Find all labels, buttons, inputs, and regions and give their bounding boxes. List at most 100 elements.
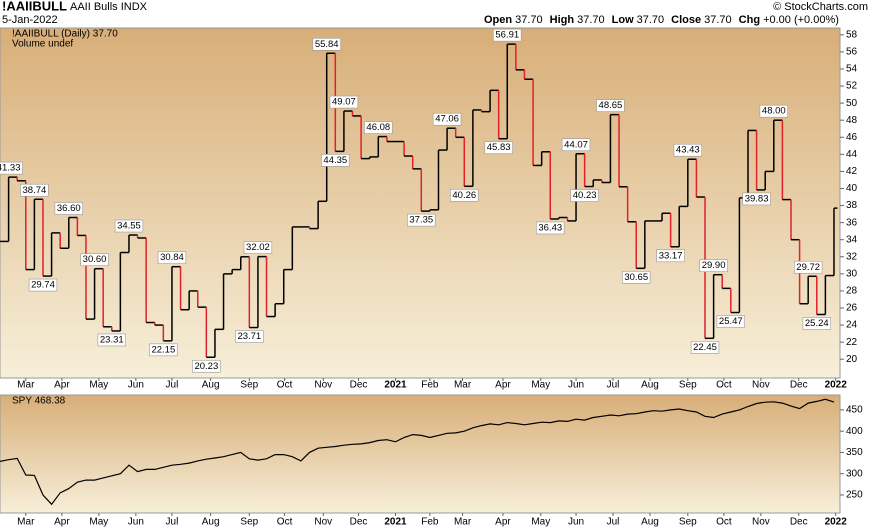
value-label-box bbox=[192, 359, 221, 373]
value-label: 39.83 bbox=[745, 193, 769, 204]
x-tick-label: Jun bbox=[568, 380, 584, 391]
value-label-box bbox=[802, 317, 831, 330]
value-label-box bbox=[157, 251, 187, 264]
x-tick-label: 2021 bbox=[384, 517, 407, 528]
quote-value: 37.70 bbox=[515, 14, 543, 26]
value-label: 46.08 bbox=[366, 122, 390, 133]
value-label: 44.35 bbox=[323, 155, 347, 166]
x-tick-label: Jul bbox=[166, 517, 179, 528]
x-tick-label: Jul bbox=[607, 517, 620, 528]
x-tick-label: Dec bbox=[350, 380, 368, 391]
y-tick-label: 250 bbox=[846, 490, 863, 501]
y-tick-label: 400 bbox=[846, 426, 863, 437]
value-label: 25.47 bbox=[719, 316, 743, 327]
x-tick-label: Jul bbox=[607, 380, 620, 391]
x-tick-label: Apr bbox=[54, 517, 70, 528]
x-tick-label: Oct bbox=[716, 517, 732, 528]
value-label-box bbox=[407, 213, 436, 227]
value-label: 44.07 bbox=[564, 139, 588, 150]
legend-entry: SPY 468.38 bbox=[12, 396, 66, 407]
x-tick-label: May bbox=[89, 380, 108, 391]
value-label: 36.43 bbox=[538, 222, 562, 233]
x-tick-label: Mar bbox=[17, 380, 35, 391]
value-label: 55.84 bbox=[315, 39, 339, 50]
value-label-box bbox=[759, 104, 788, 118]
x-tick-label: Jun bbox=[128, 380, 144, 391]
legend-entry: Volume undef bbox=[12, 39, 73, 50]
value-label-box bbox=[536, 221, 565, 235]
x-tick-label: Sep bbox=[679, 517, 697, 528]
x-tick-label: Jun bbox=[128, 517, 144, 528]
y-tick-label: 54 bbox=[846, 64, 858, 75]
x-tick-label: Nov bbox=[314, 517, 332, 528]
value-label: 30.60 bbox=[83, 254, 107, 265]
x-tick-label: Aug bbox=[641, 517, 659, 528]
x-tick-label: Sep bbox=[240, 517, 258, 528]
y-tick-label: 40 bbox=[846, 183, 858, 194]
value-label: 38.74 bbox=[23, 185, 47, 196]
value-label: 30.84 bbox=[160, 252, 184, 263]
value-label: 34.55 bbox=[117, 221, 141, 232]
y-tick-label: 300 bbox=[846, 468, 863, 479]
value-label-box bbox=[80, 253, 109, 267]
y-tick-label: 30 bbox=[846, 268, 858, 279]
x-tick-label: Apr bbox=[54, 380, 70, 391]
quote-label: Low bbox=[612, 14, 634, 26]
value-label: 20.23 bbox=[194, 361, 218, 372]
value-label-box bbox=[570, 189, 599, 202]
x-tick-label: Mar bbox=[454, 380, 472, 391]
y-tick-label: 36 bbox=[846, 217, 858, 228]
value-label: 29.74 bbox=[31, 280, 55, 291]
value-label-box bbox=[561, 138, 591, 152]
value-label-box bbox=[20, 183, 49, 197]
value-label: 56.91 bbox=[495, 30, 519, 41]
y-tick-label: 58 bbox=[846, 29, 858, 40]
x-tick-label: Dec bbox=[790, 380, 808, 391]
y-tick-label: 46 bbox=[846, 132, 858, 143]
x-tick-label: Dec bbox=[790, 517, 808, 528]
value-label: 49.07 bbox=[332, 97, 356, 108]
value-label: 45.83 bbox=[487, 142, 511, 153]
x-tick-label: Sep bbox=[679, 380, 697, 391]
value-label-box bbox=[432, 112, 462, 126]
y-tick-label: 56 bbox=[846, 47, 858, 58]
quote-value: 37.70 bbox=[577, 14, 605, 26]
y-tick-label: 26 bbox=[846, 303, 858, 314]
value-label-box bbox=[690, 341, 720, 354]
x-tick-label: Jul bbox=[166, 380, 179, 391]
y-tick-label: 50 bbox=[846, 98, 858, 109]
quote-value: 37.70 bbox=[637, 14, 665, 26]
y-tick-label: 20 bbox=[846, 354, 858, 365]
value-label-box bbox=[329, 95, 359, 109]
value-label: 23.31 bbox=[100, 334, 124, 345]
y-tick-label: 350 bbox=[846, 447, 863, 458]
index-name: AAII Bulls INDX bbox=[70, 1, 148, 13]
y-tick-label: 44 bbox=[846, 149, 858, 160]
value-label-box bbox=[28, 278, 58, 292]
value-label-box bbox=[742, 192, 771, 206]
x-tick-label: Nov bbox=[752, 517, 770, 528]
value-label-box bbox=[596, 99, 625, 112]
value-label: 22.15 bbox=[151, 344, 175, 355]
value-label-box bbox=[793, 260, 823, 274]
x-tick-label: Sep bbox=[240, 380, 258, 391]
x-tick-label: 2022 bbox=[825, 517, 848, 528]
value-label: 40.23 bbox=[573, 190, 597, 201]
value-label: 29.72 bbox=[796, 262, 820, 273]
quote-label: Close bbox=[671, 14, 701, 26]
value-label: 43.43 bbox=[676, 145, 700, 156]
y-tick-label: 32 bbox=[846, 251, 858, 262]
value-label-box bbox=[716, 315, 745, 328]
value-label: 41.33 bbox=[0, 163, 20, 174]
value-label-box bbox=[114, 219, 144, 233]
value-label: 40.26 bbox=[452, 190, 476, 201]
x-tick-label: Apr bbox=[495, 380, 511, 391]
x-tick-label: Nov bbox=[752, 380, 770, 391]
value-label-box bbox=[656, 249, 685, 263]
x-tick-label: Dec bbox=[350, 517, 368, 528]
x-tick-label: Feb bbox=[421, 517, 439, 528]
y-tick-label: 38 bbox=[846, 200, 858, 211]
quote-label: Chg bbox=[739, 14, 760, 26]
